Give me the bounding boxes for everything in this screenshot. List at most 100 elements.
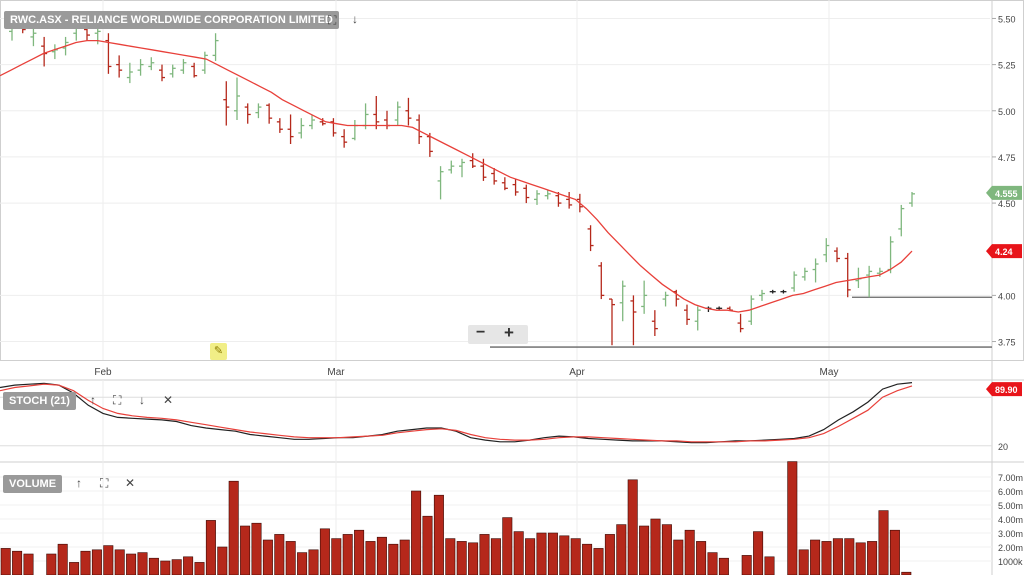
price-bar: [823, 238, 830, 263]
arrow-up-icon[interactable]: ↑: [76, 476, 82, 490]
price-bar: [598, 262, 605, 300]
volume-bar: [639, 525, 650, 576]
volume-bar: [69, 562, 80, 576]
arrow-down-icon[interactable]: ↓: [352, 12, 358, 26]
arrow-up-icon[interactable]: ↑: [90, 393, 96, 407]
volume-tick-label: 5.00m: [998, 501, 1023, 511]
price-bar: [491, 168, 498, 185]
volume-bar: [502, 517, 513, 576]
y-tick-label: 4.00: [998, 291, 1016, 301]
volume-bar: [604, 534, 615, 576]
price-bar: [105, 33, 112, 74]
volume-bar: [183, 556, 194, 576]
volume-bar: [274, 534, 285, 576]
price-bar: [266, 103, 273, 124]
price-bar: [255, 103, 262, 119]
volume-bar: [217, 546, 228, 576]
stoch-value-text: 89.90: [995, 385, 1018, 395]
volume-bar: [650, 518, 661, 576]
price-bar: [330, 118, 337, 137]
volume-bar: [764, 556, 775, 576]
price-bar: [276, 118, 283, 133]
last-price-tag-bg: [986, 185, 1022, 200]
volume-bar: [867, 541, 878, 576]
price-bars: [9, 18, 915, 346]
support-lines: [490, 296, 992, 348]
volume-bar: [798, 549, 809, 576]
price-bar: [244, 103, 251, 124]
pencil-icon[interactable]: ✎: [210, 343, 227, 360]
moving-average-line: [0, 39, 913, 313]
volume-bar: [707, 552, 718, 576]
price-bar: [555, 192, 562, 207]
volume-bar: [422, 515, 433, 576]
price-bar: [384, 110, 390, 130]
zoom-out-button[interactable]: −: [476, 324, 486, 341]
volume-bar: [753, 531, 764, 576]
price-bar: [116, 55, 123, 78]
expand-icon[interactable]: ⛶: [113, 393, 122, 407]
expand-icon[interactable]: ⛶: [328, 13, 337, 27]
price-bar: [169, 64, 176, 78]
stoch-d-line: [0, 383, 913, 443]
volume-bar: [547, 532, 558, 576]
x-tick-label: Apr: [569, 367, 585, 378]
price-bar: [748, 295, 755, 325]
volume-bar: [821, 541, 832, 576]
volume-bar: [46, 553, 57, 576]
price-bar: [137, 59, 144, 76]
volume-bar: [285, 541, 296, 576]
volume-bar: [103, 545, 114, 576]
close-icon[interactable]: ✕: [163, 393, 174, 407]
volume-bar: [411, 490, 422, 576]
y-tick-label: 4.50: [998, 199, 1016, 209]
price-bar: [759, 289, 765, 301]
volume-bar: [741, 555, 752, 576]
price-bar: [609, 298, 615, 346]
volume-bar: [354, 529, 365, 576]
ma-value-tag: 4.24: [986, 244, 1022, 259]
price-bar: [534, 190, 540, 205]
price-bar: [866, 265, 873, 298]
price-bar: [319, 118, 326, 126]
expand-icon[interactable]: ⛶: [100, 476, 109, 490]
x-tick-label: Feb: [94, 367, 112, 378]
price-bar: [544, 190, 551, 200]
price-bar: [287, 114, 294, 144]
volume-bar: [308, 549, 319, 576]
price-bar: [812, 258, 819, 283]
price-bar: [405, 97, 412, 126]
zoom-control: − +: [468, 323, 528, 344]
close-icon[interactable]: ✕: [125, 476, 136, 490]
price-bar: [523, 184, 530, 204]
volume-bar: [855, 542, 866, 576]
y-tick-label: 5.00: [998, 107, 1016, 117]
volume-bar: [718, 557, 729, 576]
price-bar: [234, 77, 240, 120]
price-bar: [716, 306, 723, 311]
date-axis: Feb Mar Apr May: [94, 367, 838, 378]
volume-bar: [240, 525, 251, 576]
volume-bar: [205, 520, 216, 576]
arrow-down-icon[interactable]: ↓: [139, 393, 145, 407]
price-bar: [416, 114, 423, 144]
volume-bar: [194, 562, 205, 576]
volume-bar: [536, 532, 547, 576]
price-bar: [351, 120, 358, 141]
price-bar: [341, 129, 348, 148]
price-bar: [898, 204, 905, 237]
volume-bar: [80, 550, 91, 576]
volume-tick-label: 6.00m: [998, 487, 1023, 497]
price-bar: [148, 57, 155, 71]
price-bar: [373, 96, 380, 130]
price-bar: [459, 158, 465, 178]
stoch-axis-label: 20: [998, 442, 1008, 452]
price-bar: [801, 267, 808, 281]
volume-bar: [513, 531, 524, 576]
volume-layer: 7.00m 6.00m 5.00m 4.00m 3.00m 2.00m 1000k: [0, 461, 1023, 576]
y-tick-label: 4.75: [998, 153, 1016, 163]
volume-bar: [445, 538, 456, 576]
zoom-in-button[interactable]: +: [504, 323, 514, 342]
volume-panel-title: VOLUME: [3, 475, 63, 493]
